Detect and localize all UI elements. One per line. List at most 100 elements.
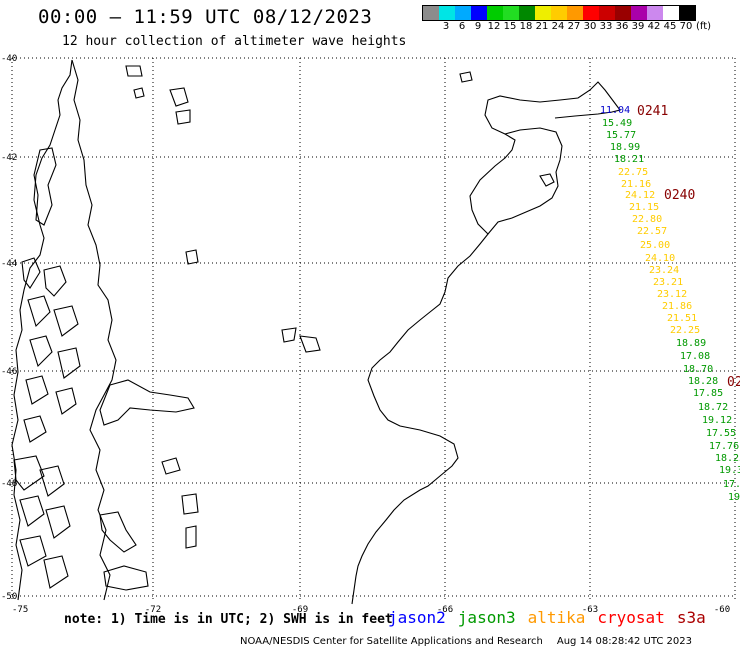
wave-height-label: 18.25 <box>715 453 740 464</box>
pass-time-label: 0241 <box>637 104 668 119</box>
wave-height-label: 15.77 <box>606 130 636 141</box>
pass-time-label: 0240 <box>664 188 695 203</box>
generated-timestamp: Aug 14 08:28:42 UTC 2023 <box>556 636 693 647</box>
legend-swatch <box>423 6 439 20</box>
wave-height-label: 25.00 <box>640 240 670 251</box>
wave-height-label: 18.72 <box>698 402 728 413</box>
legend-swatch <box>615 6 631 20</box>
legend-label: 27 <box>567 21 581 32</box>
satellite-legend-item: cryosat <box>597 608 665 627</box>
legend-label: 12 <box>487 21 501 32</box>
wave-height-label: 17.08 <box>680 351 710 362</box>
legend-swatch <box>455 6 471 20</box>
wave-height-label: 17. <box>723 479 740 490</box>
legend-label: 45 <box>663 21 677 32</box>
legend-label: 42 <box>647 21 661 32</box>
wave-height-label: 11.04 <box>600 105 630 116</box>
wave-height-label: 19.3 <box>719 465 740 476</box>
lat-lon-grid <box>11 57 736 600</box>
lat-tick-label: -50 <box>1 592 17 602</box>
coastline <box>11 59 621 605</box>
wave-height-label: 23.12 <box>657 289 687 300</box>
legend-swatch <box>439 6 455 20</box>
legend-swatch <box>679 6 695 20</box>
legend-label: 24 <box>551 21 565 32</box>
lat-tick-label: -48 <box>1 479 17 489</box>
legend-swatch <box>535 6 551 20</box>
wave-height-label: 19.12 <box>702 415 732 426</box>
legend-swatch <box>503 6 519 20</box>
source-credit: NOAA/NESDIS Center for Satellite Applica… <box>240 636 543 647</box>
legend-label: 3 <box>442 21 450 32</box>
lon-tick-label: -66 <box>437 605 453 615</box>
legend-label: 9 <box>474 21 482 32</box>
pass-time-labels: 0241 0240 02 <box>637 104 740 390</box>
axis-tick-labels: -40 -42 -44 -46 -48 -50 -75 -72 -69 -66 -63 -60 <box>1 54 730 615</box>
satellite-legend-item: altika <box>527 608 586 627</box>
footer: NOAA/NESDIS Center for Satellite Applica… <box>240 636 692 647</box>
legend-label: 39 <box>631 21 645 32</box>
wave-height-label: 24.10 <box>645 253 675 264</box>
legend-label: 70 <box>679 21 693 32</box>
legend-label: 6 <box>458 21 466 32</box>
legend-swatch <box>599 6 615 20</box>
legend-swatch <box>567 6 583 20</box>
lon-tick-label: -60 <box>714 605 730 615</box>
wave-height-label: 18.28 <box>688 376 718 387</box>
map-subtitle: 12 hour collection of altimeter wave hei… <box>62 34 407 49</box>
wave-height-label: 18.70 <box>683 364 713 375</box>
satellite-legend-item: jason3 <box>457 608 516 627</box>
wave-height-label: 19 <box>728 492 740 503</box>
wave-height-label: 18.89 <box>676 338 706 349</box>
lat-tick-label: -42 <box>1 153 17 163</box>
legend-label: 33 <box>599 21 613 32</box>
map-title: 00:00 — 11:59 UTC 08/12/2023 <box>38 6 373 28</box>
wave-height-label: 17.76 <box>709 441 739 452</box>
wave-height-label: 21.86 <box>662 301 692 312</box>
lat-tick-label: -46 <box>1 367 17 377</box>
legend-swatch <box>647 6 663 20</box>
lon-tick-label: -75 <box>12 605 28 615</box>
wave-height-label: 23.24 <box>649 265 679 276</box>
lat-tick-label: -40 <box>1 54 17 64</box>
wave-height-label: 17.85 <box>693 388 723 399</box>
legend-unit: (ft) <box>696 21 712 32</box>
satellite-legend-item: s3a <box>676 608 706 627</box>
wave-height-label: 17.55 <box>706 428 736 439</box>
legend-label: 18 <box>519 21 533 32</box>
satellite-legend: jason2 jason3 altika cryosat s3a <box>388 608 718 627</box>
wave-height-label: 22.25 <box>670 325 700 336</box>
legend-swatch <box>519 6 535 20</box>
legend-swatch <box>631 6 647 20</box>
wave-height-label: 15.49 <box>602 118 632 129</box>
wave-height-label: 21.51 <box>667 313 697 324</box>
legend-swatch <box>583 6 599 20</box>
wave-height-label: 21.15 <box>629 202 659 213</box>
lon-tick-label: -72 <box>145 605 161 615</box>
pass-time-label: 02 <box>727 375 740 390</box>
wave-height-label: 24.12 <box>625 190 655 201</box>
wave-height-label: 18.21 <box>614 154 644 165</box>
legend-label: 36 <box>615 21 629 32</box>
wave-height-label: 22.57 <box>637 226 667 237</box>
units-note: note: 1) Time is in UTC; 2) SWH is in fe… <box>64 612 393 627</box>
wave-height-label: 21.16 <box>621 179 651 190</box>
legend-label: 30 <box>583 21 597 32</box>
lat-tick-label: -44 <box>1 259 17 269</box>
wave-height-label: 23.21 <box>653 277 683 288</box>
lon-tick-label: -63 <box>582 605 598 615</box>
satellite-legend-item: jason2 <box>388 608 446 627</box>
wave-height-label: 22.75 <box>618 167 648 178</box>
legend-swatch <box>471 6 487 20</box>
legend-label: 21 <box>535 21 549 32</box>
lon-tick-label: -69 <box>292 605 308 615</box>
wave-height-label: 22.80 <box>632 214 662 225</box>
wave-height-color-legend <box>422 5 696 21</box>
legend-label: 15 <box>503 21 517 32</box>
wave-height-label: 18.99 <box>610 142 640 153</box>
legend-swatch <box>551 6 567 20</box>
legend-swatch <box>663 6 679 20</box>
legend-swatch <box>487 6 503 20</box>
